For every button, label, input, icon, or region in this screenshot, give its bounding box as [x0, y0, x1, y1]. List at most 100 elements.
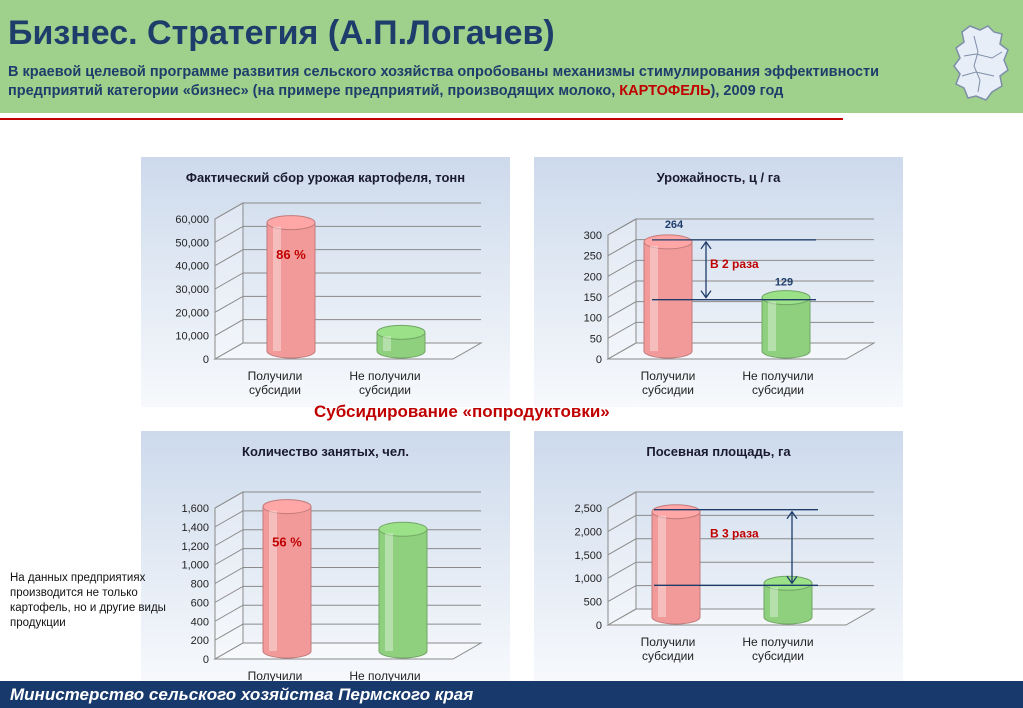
chart-harvest: 0 10,000 20,000 30,000 40,000 50,000 60,000 Пол… — [175, 202, 483, 397]
chart-title: Посевная площадь, га — [646, 444, 791, 459]
y-tick-label: 1,200 — [181, 541, 209, 553]
y-tick-label: 800 — [191, 579, 209, 591]
y-tick-label: 60,000 — [175, 214, 209, 226]
gridline — [607, 585, 874, 603]
bar-highlight — [650, 245, 658, 351]
bar-highlight — [273, 226, 281, 351]
y-tick-label: 0 — [596, 620, 602, 632]
region-map-icon — [953, 25, 1009, 101]
subtitle-highlight: КАРТОФЕЛЬ — [619, 83, 711, 99]
chart-area: 0 500 1,000 1,500 2,000 2,500 Получили субсидии… — [574, 491, 876, 663]
chart-floor — [606, 608, 876, 626]
y-tick-label: 600 — [191, 597, 209, 609]
chart-floor — [213, 642, 483, 660]
chart-title: Урожайность, ц / га — [656, 170, 781, 185]
percent-annotation: 56 % — [272, 534, 302, 549]
gridline — [214, 548, 481, 566]
ratio-annotation: В 3 раза — [710, 527, 759, 541]
gridline — [607, 259, 874, 277]
gridline — [214, 567, 481, 584]
bar-body — [266, 222, 316, 359]
percent-annotation: 86 % — [276, 247, 306, 262]
y-tick-label: 10,000 — [175, 331, 209, 343]
gridline — [214, 585, 481, 603]
side-note: На данных предприятиях производится не т… — [10, 572, 166, 629]
y-tick-label: 1,600 — [181, 503, 209, 515]
bar-0 — [266, 215, 316, 359]
subtitle-year: ), 2009 год — [710, 83, 784, 99]
y-tick-label: 2,000 — [574, 526, 602, 538]
header-rule — [0, 118, 843, 120]
gridline — [607, 218, 874, 236]
y-tick-label: 150 — [584, 292, 602, 304]
footer-bar: Министерство сельского хозяйства Пермско… — [0, 681, 1023, 708]
y-tick-label: 400 — [191, 616, 209, 628]
y-tick-label: 50,000 — [175, 237, 209, 249]
subtitle-text: В краевой целевой программе развития сел… — [8, 64, 880, 99]
gridline — [214, 295, 481, 313]
y-tick-label: 300 — [584, 230, 602, 242]
bar-highlight — [383, 336, 391, 351]
page-title: Бизнес. Стратегия (А.П.Логачев) — [8, 14, 555, 52]
bar-top — [266, 215, 316, 231]
gridline — [214, 529, 481, 547]
bar-highlight — [768, 301, 776, 351]
gridline — [214, 510, 481, 528]
gridline — [214, 272, 481, 290]
gridline — [214, 623, 481, 641]
header-banner: Бизнес. Стратегия (А.П.Логачев) В краево… — [0, 0, 1023, 113]
bar-top — [761, 290, 811, 306]
gridline — [607, 491, 874, 509]
y-tick-label: 500 — [584, 597, 602, 609]
y-tick-label: 20,000 — [175, 307, 209, 319]
chart-panel-harvest: Фактический сбор урожая картофеля, тонн … — [141, 157, 510, 407]
y-tick-label: 0 — [203, 654, 209, 666]
bar-1 — [378, 521, 428, 659]
ratio-arrowhead-up — [786, 510, 798, 520]
footer-text: Министерство сельского хозяйства Пермско… — [10, 685, 474, 704]
y-tick-label: 40,000 — [175, 261, 209, 273]
bar-1 — [761, 290, 811, 359]
bar-0 — [262, 499, 312, 659]
chart-yield: 0 50 100 150 200 250 300 Получили субсидии 264 Не … — [584, 218, 876, 397]
data-label: 129 — [775, 277, 793, 289]
chart-floor — [213, 342, 483, 360]
bar-body — [378, 528, 428, 659]
bar-highlight — [269, 510, 277, 651]
y-tick-label: 0 — [596, 354, 602, 366]
bar-highlight — [770, 587, 778, 617]
gridline — [607, 538, 874, 556]
y-tick-label: 30,000 — [175, 284, 209, 296]
bar-top — [378, 521, 428, 537]
bar-1 — [376, 324, 426, 359]
bar-top — [376, 324, 426, 340]
y-tick-label: 200 — [191, 635, 209, 647]
ratio-annotation: В 2 раза — [710, 257, 759, 271]
gridline — [214, 319, 481, 337]
y-tick-label: 250 — [584, 251, 602, 263]
data-label: 264 — [665, 219, 684, 231]
chart-panel-area: Посевная площадь, га 0 500 1,000 1,500 2,000… — [534, 431, 903, 681]
bar-top — [651, 504, 701, 520]
y-tick-label: 1,000 — [574, 573, 602, 585]
bar-1 — [763, 575, 813, 625]
y-tick-label: 0 — [203, 354, 209, 366]
ratio-arrowhead-down — [786, 575, 798, 585]
bar-body — [262, 506, 312, 659]
bar-body — [761, 297, 811, 359]
gridline — [214, 491, 481, 509]
y-tick-label: 1,000 — [181, 560, 209, 572]
y-tick-label: 1,500 — [574, 550, 602, 562]
bar-top — [262, 499, 312, 515]
chart-employees: 0 200 400 600 800 1,000 1,200 1,400 1,600 Получил… — [181, 491, 483, 681]
chart-side-wall — [607, 491, 637, 626]
gridline — [214, 604, 481, 622]
gridline — [607, 280, 874, 298]
y-tick-label: 200 — [584, 271, 602, 283]
gridline — [214, 225, 481, 243]
